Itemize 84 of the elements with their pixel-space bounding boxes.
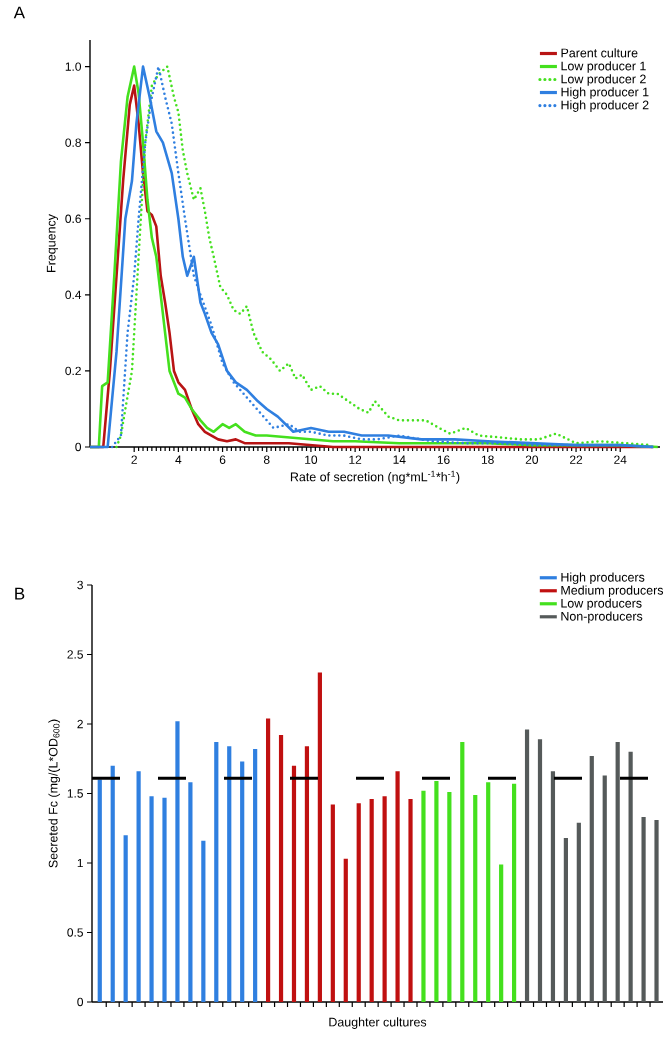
- x-axis-title: Daughter cultures: [329, 1017, 427, 1029]
- bar: [615, 742, 620, 1002]
- bar: [291, 765, 297, 1002]
- bar: [317, 672, 322, 1002]
- bar: [227, 746, 232, 1002]
- legend-label: High producer 2: [561, 100, 649, 112]
- x-axis-title: Rate of secretion (ng*mL$^{-1}$*h$^{-1}$): [290, 470, 460, 484]
- bar: [136, 771, 141, 1002]
- y-tick-label: 0.6: [65, 214, 81, 223]
- bar: [343, 858, 348, 1002]
- bar: [330, 804, 335, 1002]
- y-axis-title: Frequency: [46, 214, 59, 272]
- bar: [550, 771, 556, 1002]
- bar: [537, 739, 543, 1002]
- legend-label: Medium producers: [561, 585, 664, 598]
- bar: [524, 729, 530, 1002]
- bar: [499, 864, 504, 1002]
- bar: [175, 721, 180, 1002]
- x-tick-label: 20: [525, 455, 539, 464]
- bar: [356, 803, 361, 1002]
- bar: [434, 780, 439, 1002]
- bar: [602, 775, 607, 1002]
- bar: [576, 822, 581, 1002]
- bar: [278, 735, 284, 1002]
- legend-label: Non-producers: [561, 611, 643, 624]
- bar: [214, 742, 219, 1002]
- x-tick-label: 10: [305, 455, 318, 464]
- y-tick-label: 0: [77, 997, 84, 1007]
- legend-label: Parent culture: [561, 48, 638, 58]
- y-tick-label: 0.4: [65, 290, 82, 300]
- bar: [421, 790, 426, 1002]
- bar: [201, 840, 206, 1002]
- bar: [265, 718, 271, 1002]
- bar: [408, 799, 413, 1002]
- bar: [240, 761, 245, 1002]
- y-axis-title: Secreted Fc (mg/(L*OD$_{600}$): [48, 719, 61, 868]
- bar: [382, 796, 387, 1002]
- y-tick-label: 0.5: [67, 928, 83, 937]
- legend-label: Low producers: [561, 598, 642, 611]
- bar: [512, 783, 517, 1002]
- x-tick-label: 8: [263, 455, 270, 464]
- bar: [447, 792, 452, 1002]
- bar: [395, 771, 400, 1002]
- y-tick-label: 1.0: [65, 62, 82, 71]
- y-tick-label: 1.5: [67, 789, 83, 798]
- bar: [628, 751, 633, 1002]
- x-tick-label: 4: [175, 455, 182, 464]
- chart-title: A: [13, 6, 25, 19]
- bar: [563, 837, 568, 1002]
- bar: [188, 782, 193, 1002]
- legend-label: Low producer 1: [561, 61, 646, 73]
- bar: [473, 794, 478, 1002]
- bar: [304, 746, 310, 1002]
- bar: [253, 749, 258, 1002]
- y-tick-label: 2: [77, 719, 83, 729]
- legend-label: High producers: [561, 572, 645, 585]
- bar: [654, 819, 659, 1002]
- legend-label: High producer 1: [561, 87, 649, 99]
- bar: [123, 835, 128, 1002]
- bar: [97, 779, 102, 1002]
- x-tick-label: 14: [393, 455, 406, 464]
- x-tick-label: 24: [614, 455, 627, 464]
- x-tick-label: 12: [349, 455, 362, 464]
- bar: [486, 782, 491, 1002]
- x-tick-label: 18: [481, 455, 494, 464]
- x-tick-label: 22: [569, 455, 583, 464]
- x-tick-label: 16: [437, 455, 450, 464]
- bar: [110, 765, 115, 1002]
- bar: [589, 755, 594, 1002]
- bar: [460, 742, 465, 1002]
- y-tick-label: 2.5: [67, 650, 83, 659]
- chart-title: B: [15, 587, 25, 600]
- y-tick-label: 0: [75, 442, 82, 452]
- bar: [149, 796, 154, 1002]
- x-tick-label: 6: [219, 455, 226, 464]
- y-tick-label: 0.8: [65, 138, 81, 147]
- legend-label: Low producer 2: [561, 74, 646, 86]
- y-tick-label: 1: [77, 858, 83, 868]
- y-tick-label: 3: [77, 580, 83, 590]
- bar: [641, 817, 646, 1002]
- y-tick-label: 0.2: [65, 366, 81, 376]
- x-tick-label: 2: [131, 455, 137, 464]
- bar: [162, 797, 167, 1002]
- bar: [369, 799, 374, 1002]
